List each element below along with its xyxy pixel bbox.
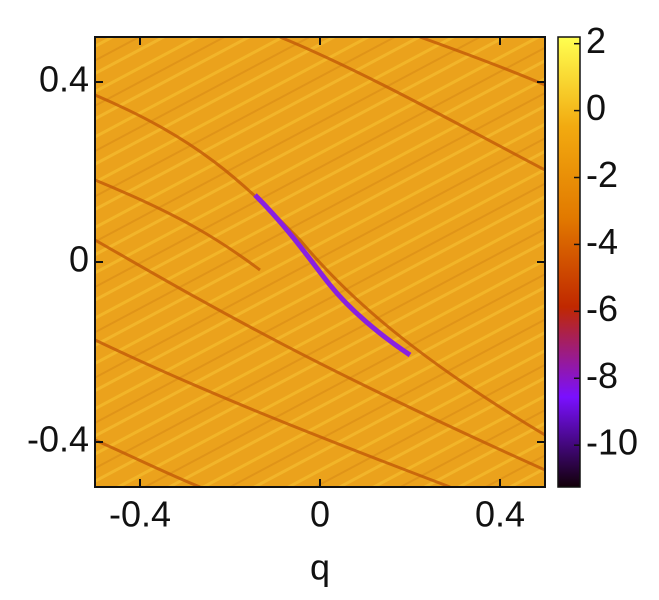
colorbar-tick-label: -2: [586, 154, 618, 195]
colorbar-tick-label: -8: [586, 355, 618, 396]
colorbar-tick-label: -6: [586, 288, 618, 329]
colorbar-tick-label: -10: [586, 422, 638, 463]
x-tick-label: -0.4: [109, 494, 171, 535]
y-tick-label: 0.4: [39, 59, 89, 100]
heatmap-field: [95, 37, 545, 487]
colorbar: [557, 36, 581, 488]
x-axis-label: q: [310, 547, 330, 588]
colorbar-tick-label: -4: [586, 221, 618, 262]
x-tick-label: 0.4: [475, 494, 525, 535]
colorbar-tick-label: 0: [586, 87, 606, 128]
x-tick-label: 0: [310, 494, 330, 535]
y-tick-label: 0: [69, 239, 89, 280]
y-tick-label: -0.4: [27, 419, 89, 460]
colorbar-tick-label: 2: [586, 20, 606, 61]
